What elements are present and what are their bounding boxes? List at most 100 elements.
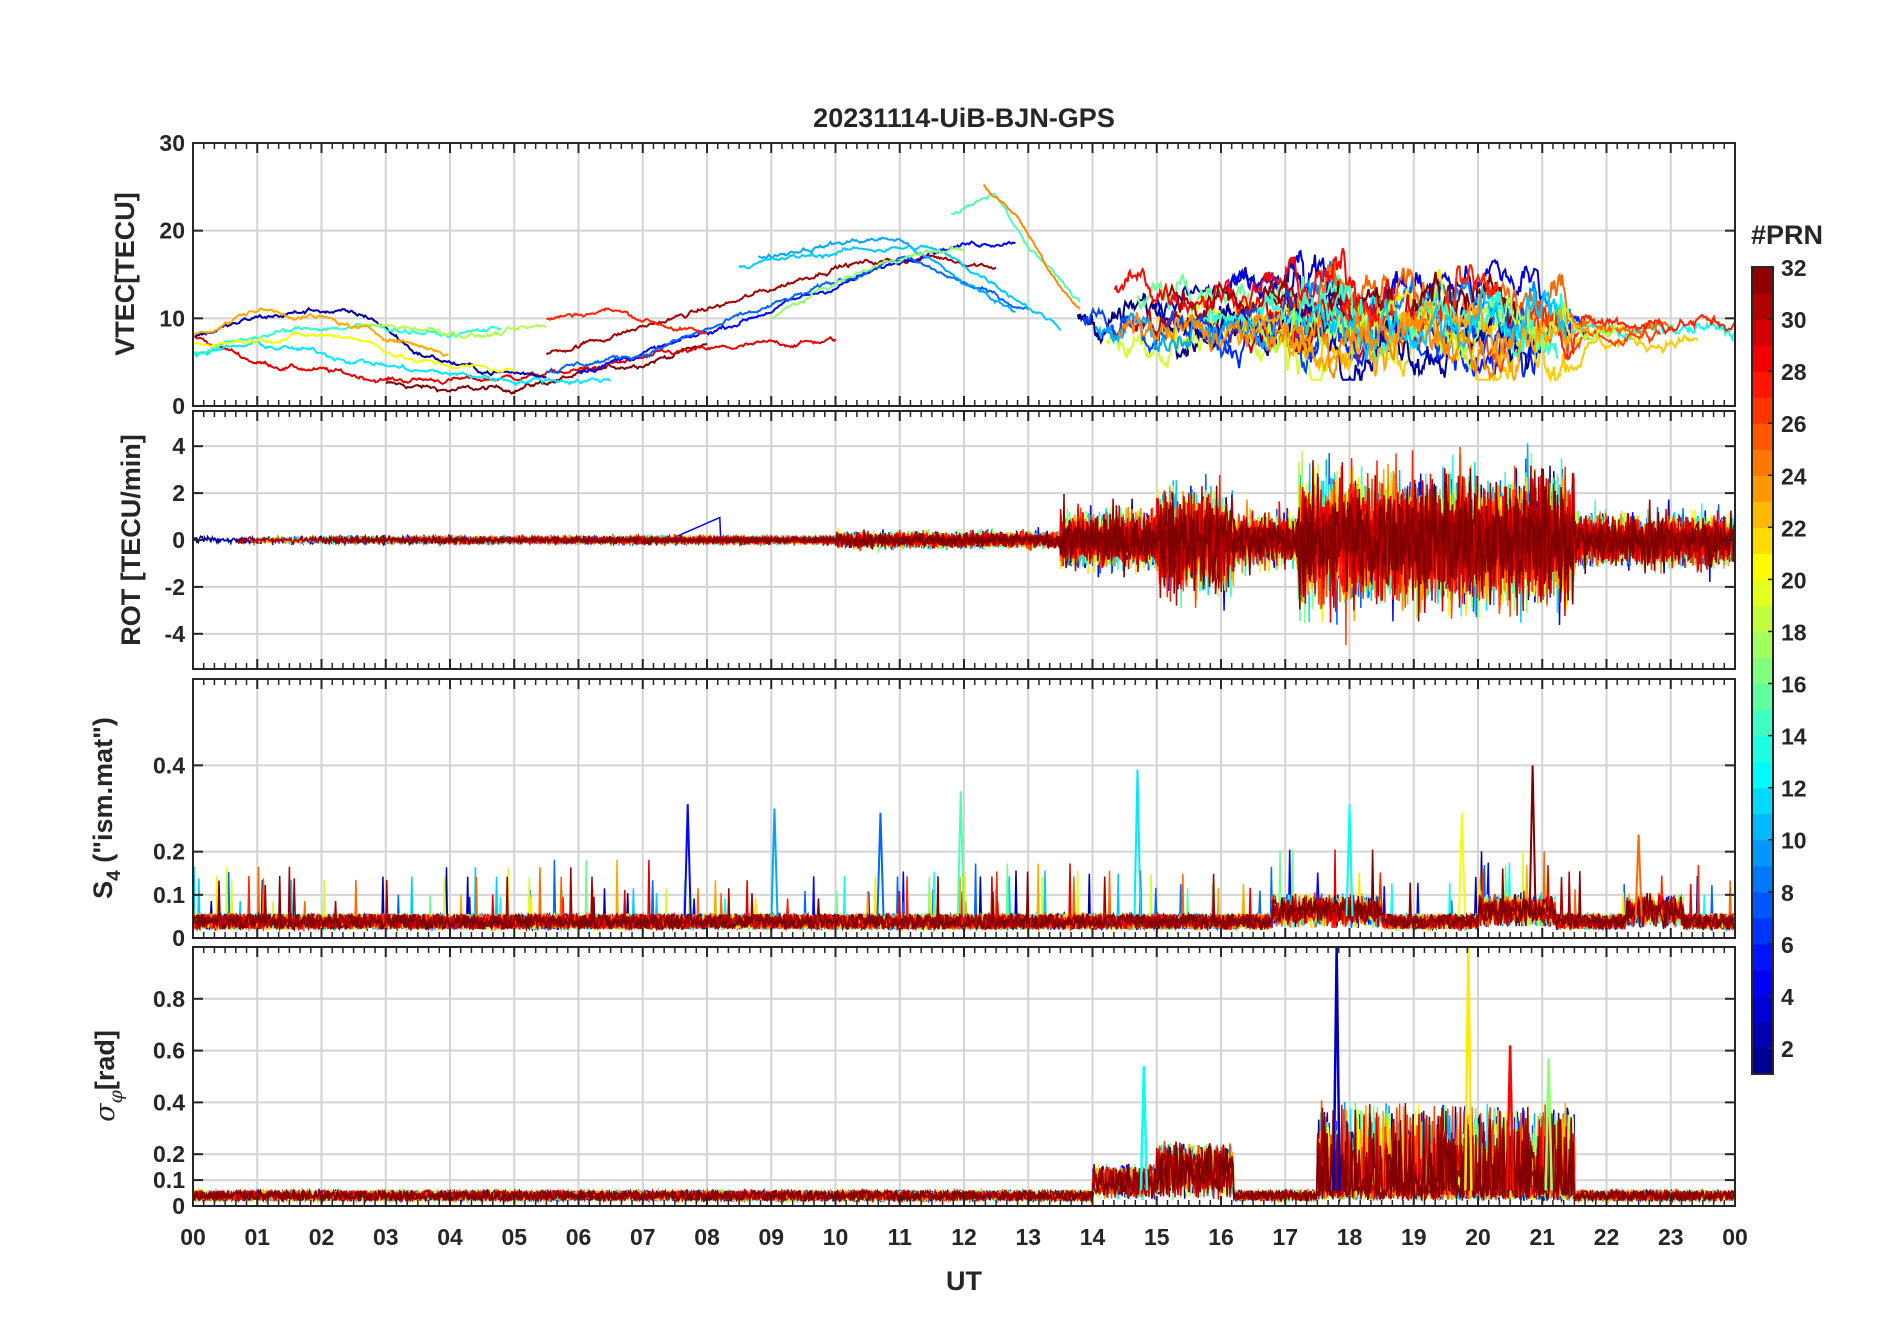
panel-s4: 0 0.1 0.2 0.4 S4 ("ism.mat") [88, 678, 1736, 951]
colorbar-segment [1752, 839, 1773, 867]
colorbar-segment [1752, 345, 1773, 372]
colorbar-segment [1752, 1047, 1773, 1075]
colorbar-segment [1752, 527, 1773, 554]
y-tick-label: 0.2 [153, 839, 185, 865]
colorbar-segment [1752, 449, 1773, 476]
sigma-phi-peak [1332, 947, 1341, 1191]
x-tick-label: 15 [1144, 1224, 1170, 1250]
panel-sigma-phi-ticks: 00.10.2 0.4 0.6 0.8 [153, 947, 1736, 1219]
x-tick-label: 21 [1529, 1224, 1555, 1250]
vtec-series-prn-17 [770, 246, 965, 320]
colorbar-segment [1752, 657, 1773, 685]
vtec-series-prn-32 [385, 342, 708, 395]
panel-sigma-phi-ylabel: σφ[rad] [90, 1030, 127, 1122]
colorbar-tick-label: 10 [1781, 828, 1807, 854]
colorbar-label: #PRN [1751, 220, 1823, 250]
x-tick-labels: 00 01 02 03 04 05 06 07 08 09 10 11 12 13 14 15 16 17 18 19… [180, 1224, 1748, 1250]
s4-ylabel-rest: ("ism.mat") [88, 717, 118, 870]
sigma-phi-peak [1139, 1066, 1149, 1191]
s4-series-prn-32 [193, 849, 1735, 932]
y-tick-label: 0 [172, 925, 185, 951]
y-tick-label: 2 [172, 480, 185, 506]
y-tick-label: 0 [172, 393, 185, 419]
panel-rot-series [193, 443, 1735, 646]
vtec-series-prn-10 [757, 236, 1016, 313]
s4-peak [770, 808, 779, 917]
vtec-series-prn-20 [193, 331, 515, 373]
colorbar-segment [1752, 995, 1773, 1023]
s4-peak [1345, 804, 1354, 917]
vtec-series-disturbed-prn-11 [1295, 285, 1567, 361]
colorbar-tick-label: 18 [1781, 619, 1807, 645]
colorbar-segment [1752, 917, 1773, 945]
colorbar-segment [1752, 761, 1773, 789]
vtec-series-prn-24 [983, 184, 1081, 310]
x-tick-label: 13 [1015, 1224, 1041, 1250]
colorbar-segment [1752, 943, 1773, 971]
y-tick-label: -2 [165, 574, 185, 600]
colorbar-tick-label: 8 [1781, 880, 1794, 906]
colorbar-segment [1752, 267, 1773, 294]
sigma-phi-peak [1464, 947, 1473, 1191]
colorbar-tick-label: 16 [1781, 672, 1807, 698]
vtec-series-prn-8 [545, 255, 1029, 375]
y-tick-label: -4 [165, 621, 186, 647]
y-tick-label: 0.2 [153, 1141, 185, 1167]
colorbar-tick-label: 4 [1781, 984, 1794, 1010]
colorbar-segment [1752, 371, 1773, 398]
panel-s4-series [193, 765, 1735, 933]
x-tick-label: 11 [888, 1224, 913, 1250]
vtec-series-disturbed-prn-14 [1204, 284, 1559, 368]
y-tick-label: 30 [159, 130, 185, 156]
x-tick-label: 10 [823, 1224, 849, 1250]
panel-vtec: 0 10 20 30 VTEC[TECU] [110, 130, 1736, 419]
colorbar-segment [1752, 397, 1773, 424]
y-tick-label: 0.4 [153, 752, 185, 778]
y-tick-label: 0.1 [153, 1167, 185, 1193]
x-tick-label: 02 [309, 1224, 335, 1250]
colorbar-segment [1752, 475, 1773, 502]
vtec-series-disturbed-prn-18 [1255, 297, 1617, 371]
colorbar-segment [1752, 891, 1773, 919]
x-tick-label: 12 [951, 1224, 977, 1250]
y-tick-label: 10 [159, 305, 185, 331]
vtec-series-prn-11 [738, 244, 1062, 331]
x-tick-label: 18 [1337, 1224, 1363, 1250]
colorbar-tick-label: 32 [1781, 255, 1807, 281]
colorbar-segment [1752, 813, 1773, 841]
x-tick-label: 16 [1208, 1224, 1234, 1250]
colorbar-tick-label: 20 [1781, 567, 1807, 593]
vtec-series-prn-14 [193, 322, 502, 355]
colorbar-segment [1752, 553, 1773, 580]
colorbar-tick-label: 2 [1781, 1036, 1794, 1062]
vtec-series-disturbed-prn-24 [1117, 311, 1514, 382]
x-tick-label: 22 [1594, 1224, 1620, 1250]
s4-peak [1528, 765, 1537, 917]
x-tick-label: 08 [694, 1224, 720, 1250]
colorbar-segment [1752, 735, 1773, 763]
panel-s4-ylabel: S4 ("ism.mat") [88, 717, 125, 899]
vtec-series-prn-27 [546, 307, 708, 335]
colorbar-tick-label: 14 [1781, 724, 1807, 750]
x-tick-label: 00 [1722, 1224, 1748, 1250]
vtec-series-prn-18 [353, 323, 547, 339]
colorbar-tick-label: 22 [1781, 515, 1807, 541]
sigma-phi-peak [1544, 1058, 1553, 1191]
x-tick-label: 03 [373, 1224, 399, 1250]
y-tick-label: 0.8 [153, 986, 185, 1012]
chart-title: 20231114-UiB-BJN-GPS [813, 103, 1115, 133]
s4-ylabel-main: S [88, 881, 118, 899]
y-tick-label: 0 [172, 527, 185, 553]
panel-rot-ticks: -4 -2 0 2 4 [165, 411, 1736, 669]
x-tick-label: 09 [758, 1224, 784, 1250]
colorbar-tick-label: 24 [1781, 463, 1807, 489]
colorbar-segment [1752, 631, 1773, 659]
panel-rot: -4 -2 0 2 4 ROT [TECU/min] [116, 410, 1736, 670]
vtec-series-prn-15 [951, 192, 1081, 303]
colorbar-tick-label: 6 [1781, 932, 1794, 958]
s4-peak [1133, 769, 1142, 917]
colorbar-segment [1752, 1021, 1773, 1049]
colorbar-segment [1752, 969, 1773, 997]
x-tick-label: 00 [180, 1224, 206, 1250]
